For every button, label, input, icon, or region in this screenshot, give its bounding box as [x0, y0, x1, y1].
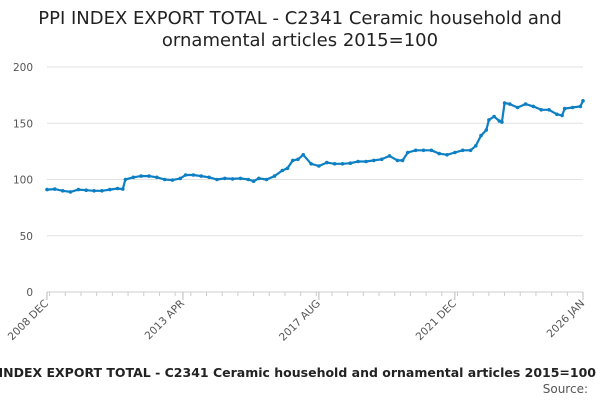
data-point[interactable] [340, 162, 345, 166]
data-point[interactable] [581, 99, 585, 103]
data-point[interactable] [121, 187, 125, 191]
data-point[interactable] [492, 114, 496, 119]
plot-area [45, 99, 585, 194]
data-point[interactable] [309, 162, 313, 166]
data-point[interactable] [523, 102, 528, 106]
data-point[interactable] [453, 150, 457, 155]
data-point[interactable] [460, 148, 465, 153]
data-point[interactable] [147, 174, 151, 178]
data-point[interactable] [348, 161, 353, 165]
y-tick-label: 50 [20, 231, 33, 243]
data-point[interactable] [246, 177, 251, 182]
data-point[interactable] [484, 128, 489, 132]
series-line [45, 99, 585, 193]
data-point[interactable] [400, 158, 405, 163]
data-point[interactable] [508, 102, 512, 106]
data-point[interactable] [395, 158, 400, 163]
data-point[interactable] [372, 158, 376, 163]
data-point[interactable] [468, 148, 473, 153]
x-tick-label: 2017 AUG [277, 298, 323, 344]
data-point[interactable] [215, 177, 219, 182]
data-point[interactable] [199, 174, 204, 178]
y-axis: 0 50 100 150 200 [13, 62, 33, 299]
data-point[interactable] [45, 187, 49, 192]
data-point[interactable] [301, 153, 306, 157]
data-point[interactable] [291, 158, 295, 163]
data-point[interactable] [123, 177, 128, 182]
data-point[interactable] [560, 113, 564, 118]
data-point[interactable] [191, 173, 196, 177]
legend-label: PPI INDEX EXPORT TOTAL - C2341 Ceramic h… [0, 365, 596, 380]
data-point[interactable] [474, 144, 478, 148]
data-point[interactable] [479, 133, 483, 138]
data-point[interactable] [264, 177, 269, 182]
data-point[interactable] [162, 177, 167, 182]
data-point[interactable] [555, 112, 559, 117]
data-point[interactable] [356, 159, 360, 164]
data-point[interactable] [115, 186, 120, 191]
data-point[interactable] [413, 148, 418, 153]
data-point[interactable] [325, 160, 329, 165]
data-point[interactable] [178, 176, 183, 181]
data-point[interactable] [437, 151, 442, 156]
data-point[interactable] [539, 108, 543, 112]
data-point[interactable] [92, 189, 96, 193]
x-axis: 2008 DEC 2013 APR 2017 AUG 2021 DEC 2026 JAN [6, 291, 587, 344]
data-point[interactable] [500, 120, 504, 124]
x-tick-label: 2021 DEC [414, 298, 459, 343]
data-point[interactable] [108, 187, 112, 192]
data-point[interactable] [332, 162, 337, 166]
data-point[interactable] [429, 148, 434, 153]
data-point[interactable] [170, 178, 175, 182]
data-point[interactable] [562, 106, 567, 111]
data-point[interactable] [230, 177, 235, 181]
data-point[interactable] [502, 101, 507, 105]
y-tick-label: 150 [13, 118, 33, 130]
data-point[interactable] [421, 148, 426, 153]
data-point[interactable] [296, 157, 300, 162]
data-point[interactable] [223, 176, 227, 181]
data-point[interactable] [280, 168, 285, 173]
data-point[interactable] [445, 153, 449, 157]
y-tick-label: 200 [13, 62, 33, 74]
data-point[interactable] [317, 164, 321, 168]
y-tick-label: 0 [26, 287, 33, 299]
x-tick-label: 2026 JAN [545, 298, 587, 340]
data-point[interactable] [53, 187, 57, 191]
data-point[interactable] [68, 190, 73, 194]
data-point[interactable] [364, 159, 368, 164]
data-point[interactable] [207, 175, 211, 180]
data-point[interactable] [570, 105, 575, 110]
data-point[interactable] [251, 179, 256, 183]
data-point[interactable] [547, 108, 551, 112]
data-point[interactable] [183, 173, 188, 177]
data-point[interactable] [285, 166, 290, 171]
source-label: Source: [543, 382, 588, 396]
data-point[interactable] [139, 174, 143, 178]
x-tick-label: 2013 APR [143, 298, 187, 342]
chart-title-line-1: PPI INDEX EXPORT TOTAL - C2341 Ceramic h… [38, 8, 562, 29]
data-point[interactable] [515, 105, 520, 110]
data-point[interactable] [387, 154, 392, 158]
data-point[interactable] [578, 104, 583, 109]
data-point[interactable] [406, 150, 410, 155]
y-tick-label: 100 [13, 175, 33, 187]
data-point[interactable] [131, 175, 136, 180]
data-point[interactable] [272, 174, 277, 178]
data-point[interactable] [76, 187, 81, 192]
data-point[interactable] [487, 118, 491, 122]
x-tick-label: 2008 DEC [6, 298, 51, 343]
data-point[interactable] [84, 188, 88, 192]
data-point[interactable] [238, 176, 243, 181]
data-point[interactable] [531, 104, 536, 109]
data-point[interactable] [155, 175, 159, 180]
chart-title-line-2: ornamental articles 2015=100 [162, 30, 438, 51]
data-point[interactable] [60, 189, 65, 193]
data-point[interactable] [379, 157, 384, 162]
data-point[interactable] [257, 176, 261, 181]
data-point[interactable] [100, 189, 104, 193]
